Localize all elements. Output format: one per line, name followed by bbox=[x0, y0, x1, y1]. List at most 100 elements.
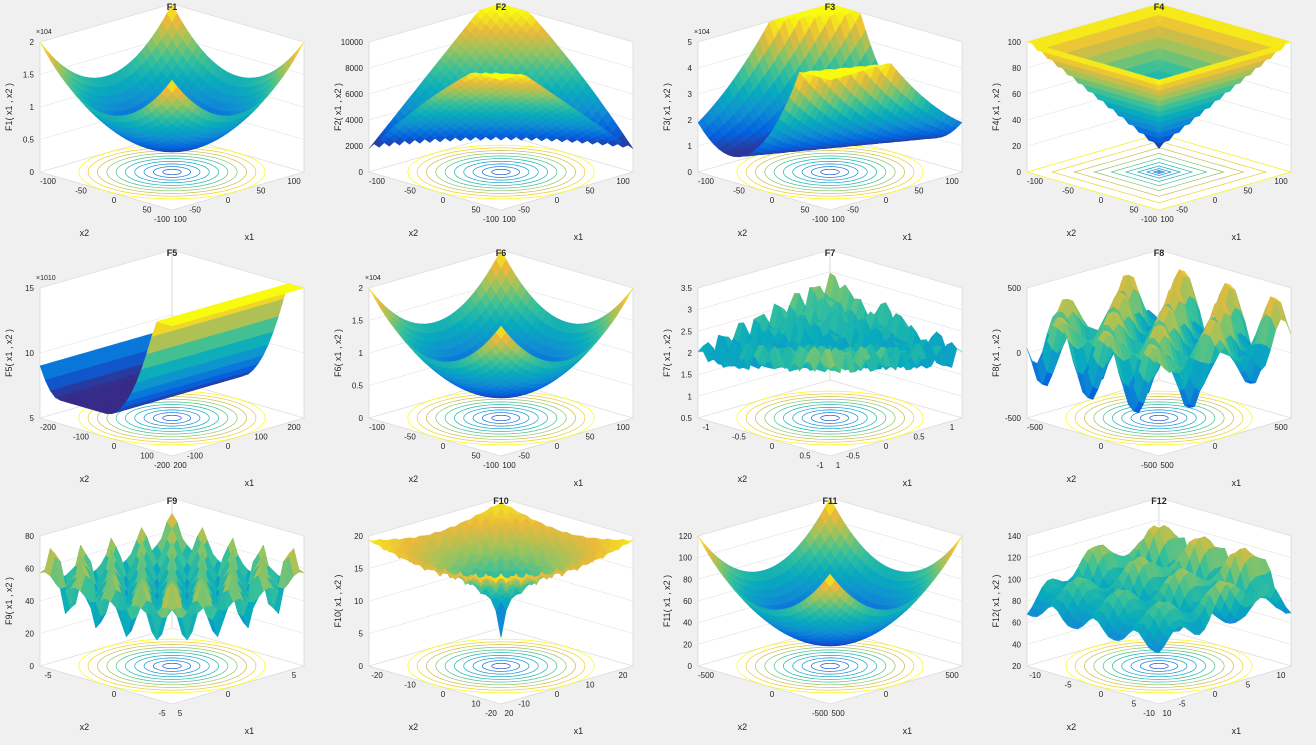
x2-tick-label: -50 bbox=[189, 206, 201, 215]
z-tick-label: 80 bbox=[1012, 64, 1021, 73]
z-tick-label: 60 bbox=[1012, 90, 1021, 99]
z-tick-label: 0 bbox=[688, 662, 693, 671]
chart-f3: 012345×104-100-50050100100500-50-100x1x2… bbox=[658, 0, 987, 246]
x1-tick-label: 0 bbox=[770, 442, 775, 451]
x2-tick-label: -50 bbox=[518, 452, 530, 461]
x1-axis-label: x1 bbox=[903, 478, 913, 488]
z-tick-label: 500 bbox=[1008, 284, 1022, 293]
x2-axis-label: x2 bbox=[80, 722, 90, 732]
z-exponent-label: ×1010 bbox=[36, 275, 56, 282]
z-tick-label: 2 bbox=[359, 284, 364, 293]
x2-tick-label: -10 bbox=[518, 700, 530, 709]
x1-tick-label: 100 bbox=[502, 461, 516, 470]
x2-axis-label: x2 bbox=[409, 722, 419, 732]
z-tick-label: 120 bbox=[1008, 554, 1022, 563]
x2-tick-label: 0 bbox=[1213, 442, 1218, 451]
z-tick-label: 80 bbox=[683, 575, 692, 584]
x1-tick-label: -500 bbox=[1027, 423, 1044, 432]
x1-tick-label: 0 bbox=[1099, 690, 1104, 699]
x2-tick-label: -5 bbox=[158, 709, 166, 718]
x2-tick-label: 50 bbox=[257, 187, 266, 196]
x1-tick-label: -100 bbox=[698, 177, 715, 186]
z-tick-label: 2.5 bbox=[681, 327, 693, 336]
x2-tick-label: -50 bbox=[847, 206, 859, 215]
z-tick-label: 10 bbox=[354, 597, 363, 606]
x1-tick-label: -100 bbox=[369, 177, 386, 186]
x1-axis-label: x1 bbox=[1232, 478, 1242, 488]
x1-tick-label: 200 bbox=[173, 461, 187, 470]
z-tick-label: 0 bbox=[30, 168, 35, 177]
x2-tick-label: -100 bbox=[187, 452, 204, 461]
z-tick-label: 3 bbox=[688, 90, 693, 99]
z-tick-label: 20 bbox=[1012, 662, 1021, 671]
z-tick-label: 20 bbox=[1012, 142, 1021, 151]
z-tick-label: 2 bbox=[688, 116, 693, 125]
x2-axis-label: x2 bbox=[738, 228, 748, 238]
x1-axis-label: x1 bbox=[245, 232, 255, 242]
z-tick-label: 0.5 bbox=[23, 136, 35, 145]
z-tick-label: 0 bbox=[688, 168, 693, 177]
x1-tick-label: 100 bbox=[140, 452, 154, 461]
z-tick-label: 100 bbox=[1008, 38, 1022, 47]
x2-tick-label: 0 bbox=[884, 690, 889, 699]
x2-tick-label: -100 bbox=[483, 461, 500, 470]
x2-tick-label: -50 bbox=[518, 206, 530, 215]
z-tick-label: 15 bbox=[354, 565, 363, 574]
x2-axis-label: x2 bbox=[80, 474, 90, 484]
z-tick-label: 1 bbox=[359, 349, 364, 358]
x2-tick-label: 1 bbox=[950, 423, 955, 432]
x2-tick-label: 0 bbox=[226, 442, 231, 451]
z-axis-label: F10( x1 , x2 ) bbox=[333, 574, 343, 627]
x2-tick-label: -500 bbox=[812, 709, 829, 718]
x2-tick-label: 50 bbox=[586, 433, 595, 442]
x2-tick-label: 100 bbox=[616, 177, 630, 186]
chart-f7: 0.511.522.533.5-1-0.500.5110.50-0.5-1x1x… bbox=[658, 246, 987, 492]
x1-tick-label: -10 bbox=[404, 681, 416, 690]
z-exponent-label: ×104 bbox=[365, 275, 381, 282]
z-tick-label: -500 bbox=[1005, 414, 1022, 423]
z-tick-label: 40 bbox=[683, 619, 692, 628]
x2-tick-label: 0 bbox=[226, 196, 231, 205]
x2-axis-label: x2 bbox=[1067, 474, 1077, 484]
x2-axis-label: x2 bbox=[1067, 722, 1077, 732]
x1-axis-label: x1 bbox=[574, 726, 584, 736]
x2-tick-label: 50 bbox=[586, 187, 595, 196]
z-tick-label: 1.5 bbox=[23, 71, 35, 80]
chart-title: F8 bbox=[1154, 248, 1165, 258]
z-tick-label: 100 bbox=[679, 554, 693, 563]
x2-tick-label: 50 bbox=[915, 187, 924, 196]
chart-title: F4 bbox=[1154, 2, 1165, 12]
z-tick-label: 15 bbox=[25, 284, 34, 293]
z-axis-label: F3( x1 , x2 ) bbox=[662, 83, 672, 131]
z-tick-label: 20 bbox=[683, 640, 692, 649]
z-exponent-label: ×104 bbox=[36, 29, 52, 36]
x1-axis-label: x1 bbox=[574, 478, 584, 488]
x2-tick-label: 0 bbox=[226, 690, 231, 699]
z-tick-label: 20 bbox=[354, 532, 363, 541]
x2-tick-label: -1 bbox=[816, 461, 824, 470]
chart-f2: 0200040006000800010000-100-5005010010050… bbox=[329, 0, 658, 246]
x2-tick-label: 20 bbox=[619, 671, 628, 680]
x1-tick-label: 0 bbox=[441, 442, 446, 451]
x2-axis-label: x2 bbox=[738, 474, 748, 484]
z-tick-label: 8000 bbox=[345, 64, 363, 73]
chart-f6: 00.511.52×104-100-50050100100500-50-100x… bbox=[329, 246, 658, 492]
x2-axis-label: x2 bbox=[80, 228, 90, 238]
x1-tick-label: 50 bbox=[143, 206, 152, 215]
z-axis-label: F11( x1 , x2 ) bbox=[662, 575, 672, 627]
z-tick-label: 20 bbox=[25, 630, 34, 639]
x2-axis-label: x2 bbox=[409, 228, 419, 238]
x2-tick-label: -5 bbox=[1178, 700, 1186, 709]
x1-axis-label: x1 bbox=[245, 726, 255, 736]
z-tick-label: 0 bbox=[1017, 349, 1022, 358]
x1-tick-label: 50 bbox=[1130, 206, 1139, 215]
z-axis-label: F2( x1 , x2 ) bbox=[333, 83, 343, 131]
x1-tick-label: -50 bbox=[404, 433, 416, 442]
z-axis-label: F6( x1 , x2 ) bbox=[333, 329, 343, 377]
